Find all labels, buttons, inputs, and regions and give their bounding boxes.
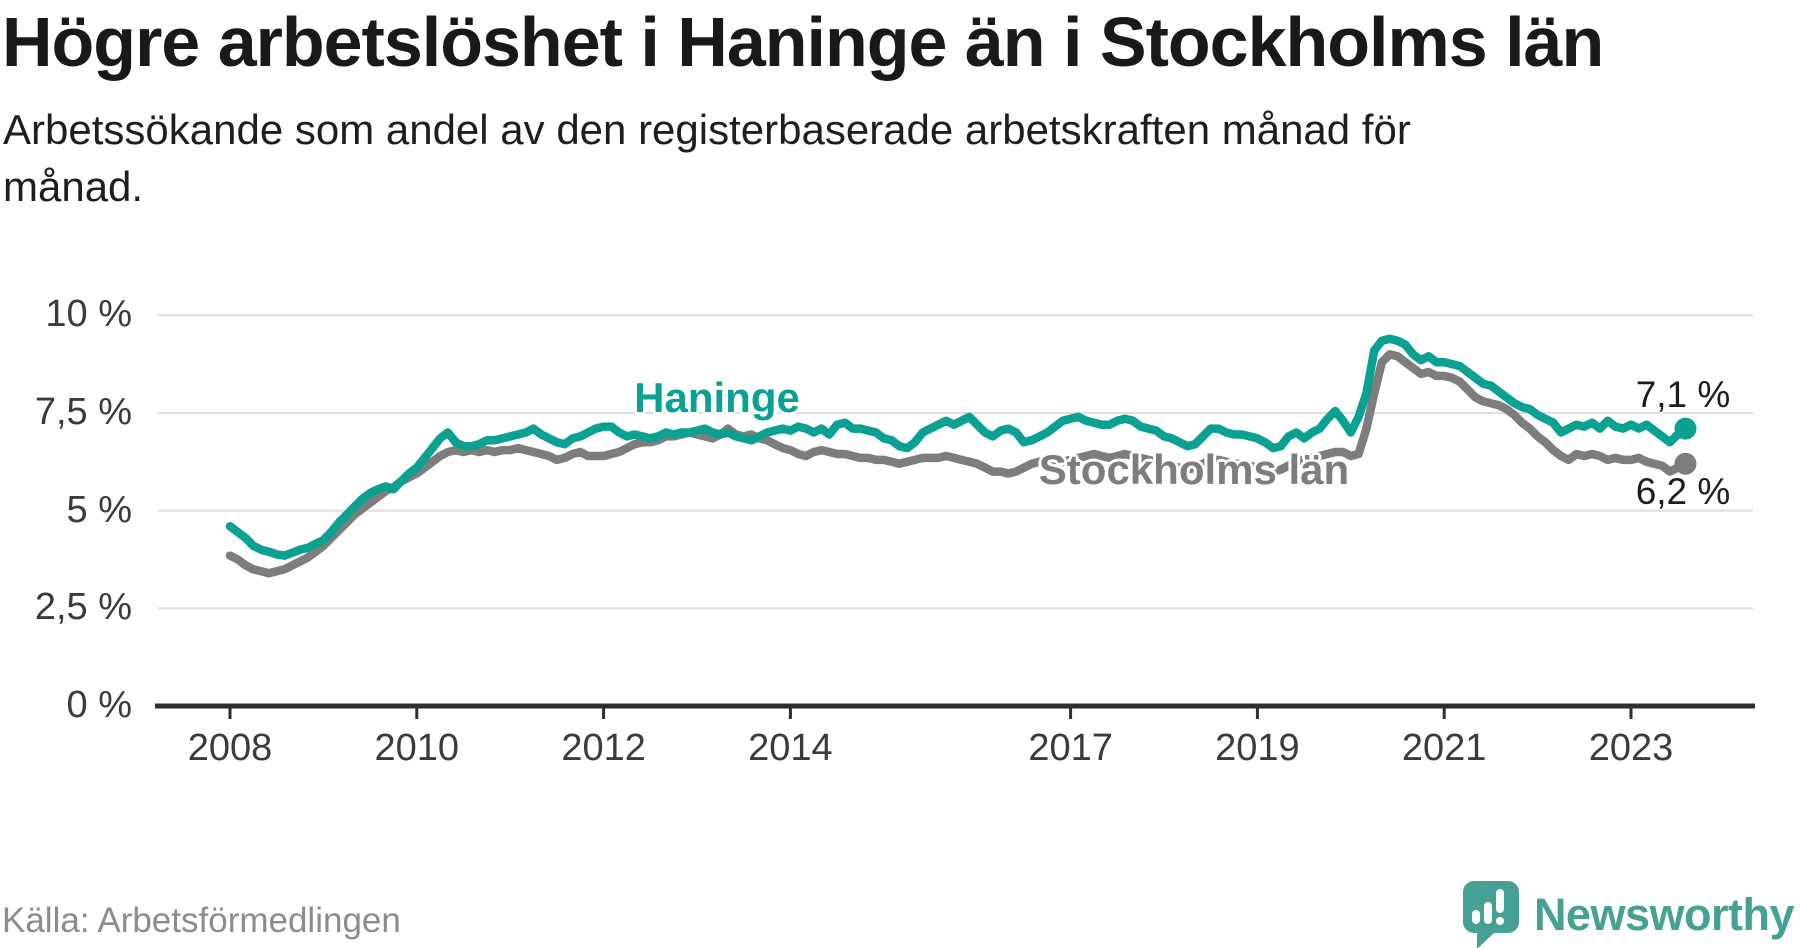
- x-tick-label: 2014: [748, 727, 833, 769]
- page-title: Högre arbetslöshet i Haninge än i Stockh…: [2, 3, 1604, 81]
- series-lines: [225, 334, 1690, 578]
- x-tick-label: 2019: [1215, 727, 1300, 769]
- chart-subtitle-line-2: månad.: [3, 163, 144, 210]
- y-tick-label: 5 %: [66, 488, 132, 531]
- x-tick-label: 2012: [561, 727, 646, 769]
- newsworthy-logo-icon: [1462, 881, 1519, 948]
- series-label-haninge: Haninge: [634, 374, 800, 421]
- series-end-dots: [1674, 417, 1697, 475]
- newsworthy-logo-text: Newsworthy: [1533, 889, 1795, 940]
- y-tick-label: 7,5 %: [34, 390, 132, 433]
- x-axis: [155, 703, 1755, 719]
- x-tick-label: 2021: [1401, 727, 1487, 769]
- x-tick-label: 2008: [187, 727, 273, 769]
- y-tick-label: 10 %: [45, 293, 132, 336]
- y-tick-label: 2,5 %: [34, 586, 132, 629]
- x-tick-label: 2017: [1028, 727, 1113, 769]
- series-line-stockholms-lan: [225, 350, 1690, 578]
- series-end-dot-haninge: [1674, 417, 1697, 440]
- logo-bar-medium: [1483, 902, 1492, 924]
- newsworthy-logo: Newsworthy: [1462, 880, 1795, 948]
- y-tick-label: 0 %: [66, 684, 132, 726]
- source-caption: Källa: Arbetsförmedlingen: [2, 901, 401, 940]
- x-tick-label: 2010: [374, 727, 460, 769]
- end-value-label-haninge: 7,1 %: [1635, 374, 1731, 415]
- gridlines: [158, 314, 1753, 610]
- series-end-dot-stockholms-lan: [1674, 452, 1697, 475]
- end-value-label-stockholms-lan: 6,2 %: [1635, 471, 1731, 512]
- series-label-stockholms-lan: Stockholms län: [1038, 446, 1350, 493]
- logo-exclamation-bar: [1495, 889, 1504, 913]
- series-line-haninge: [225, 334, 1690, 560]
- x-tick-label: 2023: [1588, 727, 1674, 769]
- logo-exclamation-dot: [1495, 917, 1504, 925]
- logo-bar-small: [1471, 910, 1480, 924]
- chart-subtitle-line-1: Arbetssökande som andel av den registerb…: [3, 106, 1411, 153]
